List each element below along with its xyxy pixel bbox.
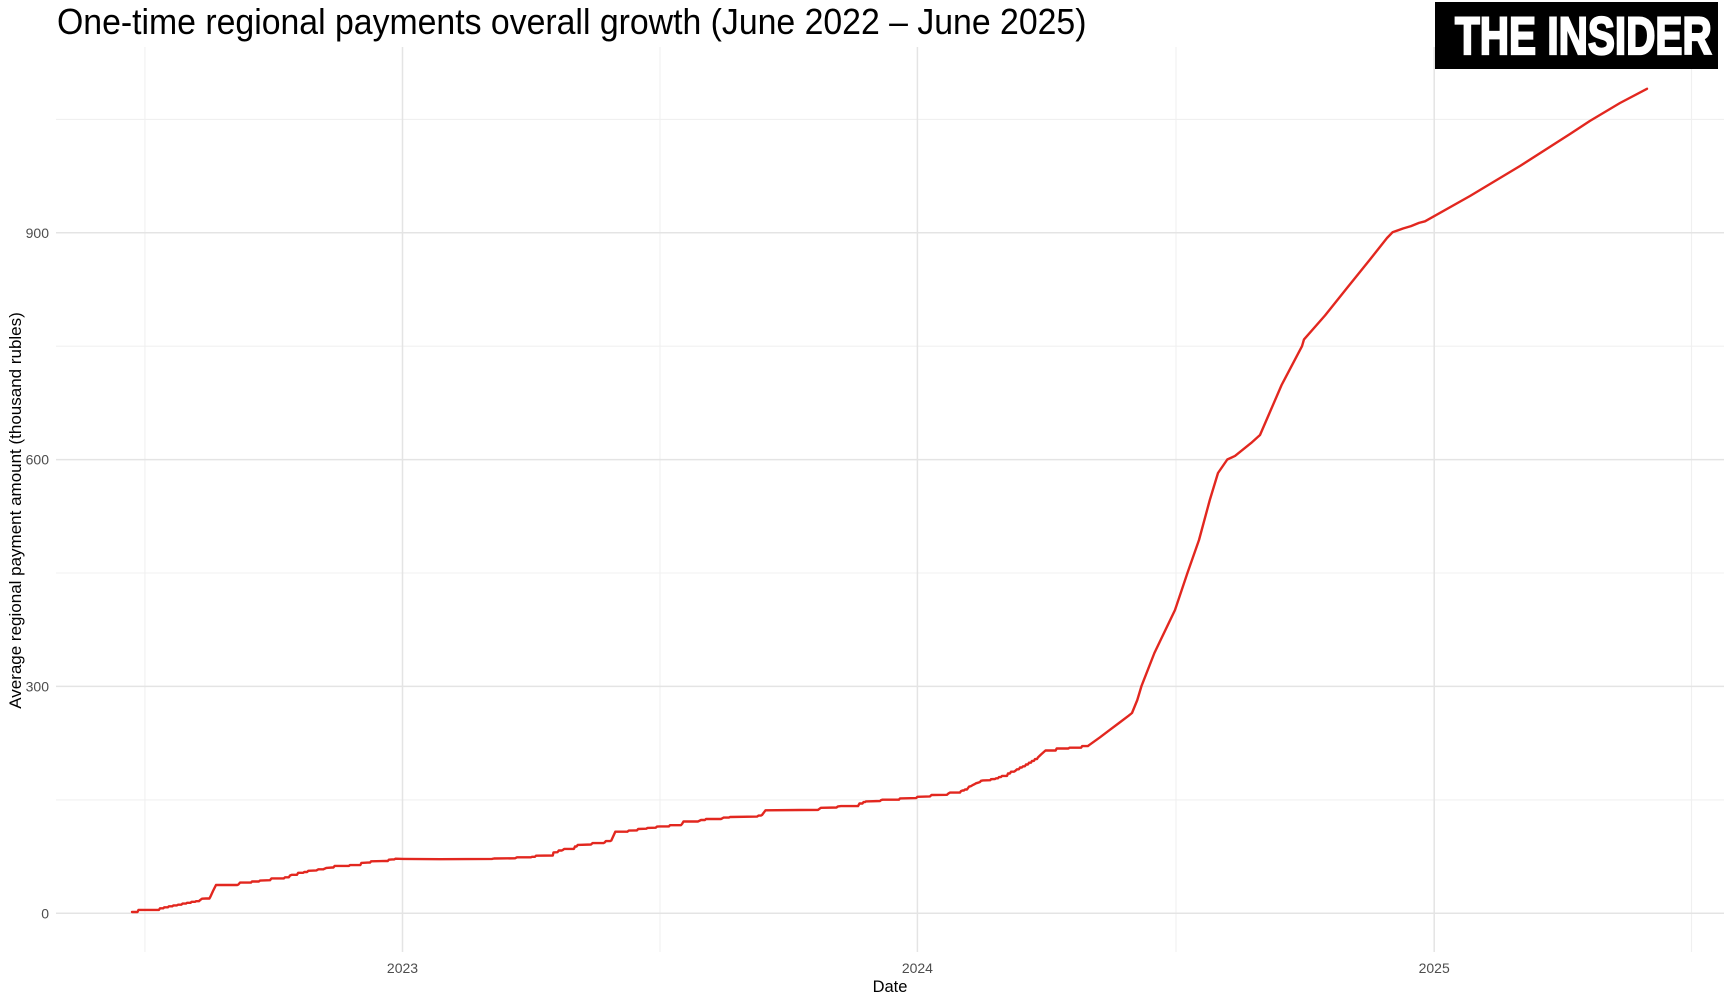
svg-text:THE INSIDER: THE INSIDER xyxy=(1455,6,1712,66)
svg-text:2023: 2023 xyxy=(387,960,418,976)
svg-text:Average regional payment amoun: Average regional payment amount (thousan… xyxy=(6,312,25,709)
svg-text:2024: 2024 xyxy=(902,960,933,976)
svg-text:0: 0 xyxy=(41,905,49,921)
svg-text:600: 600 xyxy=(26,452,50,468)
svg-text:300: 300 xyxy=(26,679,50,695)
svg-text:Date: Date xyxy=(873,978,908,996)
svg-text:2025: 2025 xyxy=(1419,960,1450,976)
svg-text:One-time regional payments ove: One-time regional payments overall growt… xyxy=(57,2,1086,42)
svg-text:900: 900 xyxy=(26,225,50,241)
